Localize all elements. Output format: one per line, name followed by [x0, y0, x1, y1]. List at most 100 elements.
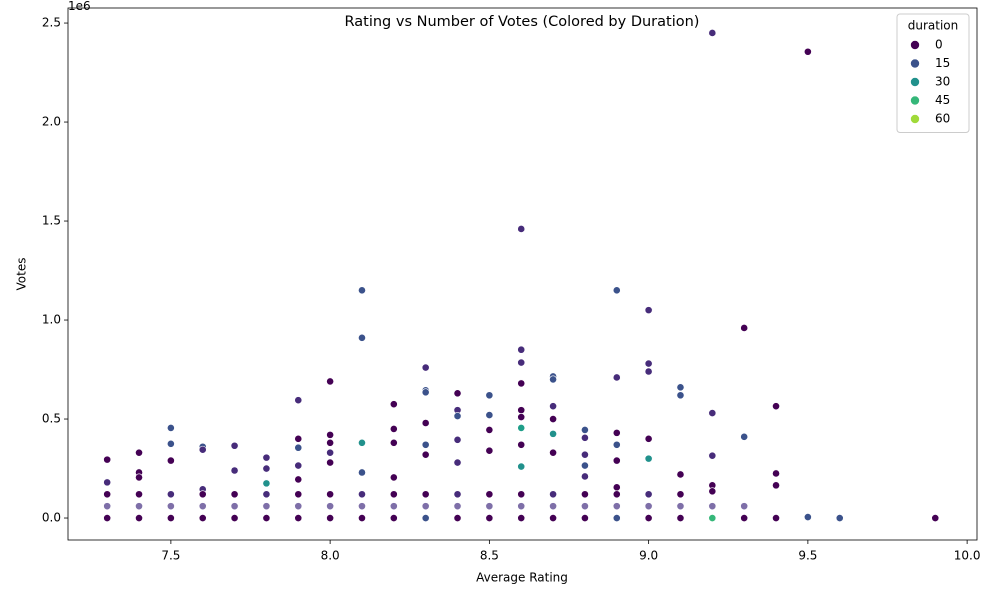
point [166, 424, 175, 432]
point [517, 406, 526, 415]
point [740, 432, 749, 441]
point [517, 345, 526, 354]
point [485, 446, 494, 455]
point [135, 514, 143, 522]
point [740, 502, 749, 511]
point [389, 490, 398, 499]
point [326, 458, 335, 467]
point [772, 402, 780, 411]
point [549, 490, 557, 499]
y-tick-label: 2.5 [42, 16, 61, 30]
legend-label: 60 [935, 112, 950, 126]
point [166, 456, 175, 465]
point [581, 450, 589, 459]
point [485, 391, 494, 400]
point [517, 462, 526, 471]
point [358, 286, 366, 295]
legend-marker [910, 95, 920, 106]
y-offset-label: 1e6 [68, 0, 91, 13]
point [230, 466, 239, 475]
chart-title: Rating vs Number of Votes (Colored by Du… [345, 14, 700, 30]
legend-marker [910, 58, 920, 69]
x-tick-label: 8.0 [321, 549, 340, 563]
x-tick-label: 10.0 [954, 549, 981, 563]
point [358, 490, 366, 499]
point [581, 490, 589, 499]
y-tick-label: 0.5 [42, 412, 61, 426]
point [135, 473, 143, 482]
point [358, 438, 366, 447]
point [549, 375, 557, 384]
point [421, 514, 430, 522]
point [485, 411, 494, 419]
point [644, 514, 653, 522]
point [803, 513, 812, 521]
point [294, 475, 303, 484]
point [485, 514, 494, 522]
point [676, 502, 685, 511]
point [517, 379, 526, 388]
point [230, 441, 239, 450]
point [612, 483, 621, 492]
point [262, 453, 271, 462]
point [166, 514, 175, 522]
point [549, 502, 557, 511]
point [135, 490, 143, 499]
point [103, 502, 112, 511]
point [612, 286, 621, 295]
point [612, 428, 621, 437]
x-tick-label: 7.5 [161, 549, 180, 563]
point [708, 29, 717, 37]
point [326, 438, 335, 447]
point [517, 413, 526, 421]
point [294, 514, 303, 522]
point [517, 440, 526, 449]
point [389, 502, 398, 511]
point [262, 490, 271, 499]
point [485, 490, 494, 499]
point [166, 490, 175, 499]
point [708, 502, 717, 511]
legend-marker [910, 114, 920, 124]
point [772, 481, 780, 490]
plot-frame [67, 7, 978, 541]
point [421, 502, 430, 511]
point [612, 456, 621, 465]
point [421, 440, 430, 449]
point [103, 490, 112, 499]
point [135, 448, 143, 457]
point [103, 455, 112, 464]
y-axis-label: Votes [15, 258, 29, 291]
point [517, 424, 526, 432]
point [549, 514, 557, 522]
point [644, 490, 653, 499]
legend-label: 45 [935, 93, 950, 107]
point [517, 490, 526, 499]
point [294, 434, 303, 443]
point [581, 461, 589, 470]
point [294, 490, 303, 499]
point [517, 358, 526, 367]
point [485, 502, 494, 511]
point [326, 377, 335, 386]
point [166, 439, 175, 448]
x-tick-label: 9.5 [798, 549, 817, 563]
point [612, 514, 621, 522]
point [389, 400, 398, 409]
point [326, 448, 335, 457]
point [326, 514, 335, 522]
point [581, 433, 589, 442]
point [740, 324, 749, 332]
point [485, 426, 494, 434]
point [708, 487, 717, 496]
point [453, 458, 462, 467]
point [676, 490, 685, 499]
legend-title: duration [908, 19, 959, 33]
point [103, 514, 112, 522]
point [358, 502, 366, 511]
point [549, 402, 557, 411]
point [644, 434, 653, 443]
point [612, 502, 621, 511]
y-tick-label: 1.0 [42, 313, 61, 327]
point [389, 473, 398, 482]
